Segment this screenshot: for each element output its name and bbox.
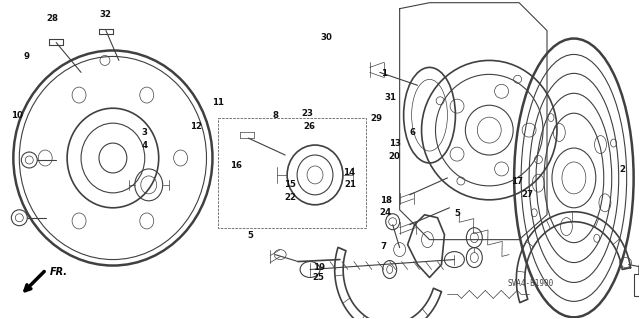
Text: 9: 9 [24,52,30,61]
Text: 31: 31 [384,93,396,102]
Text: 10: 10 [12,111,23,120]
Text: 21: 21 [344,181,356,189]
Text: 13: 13 [388,139,401,148]
Bar [634,274,640,296]
Text: 17: 17 [511,177,524,186]
Text: 11: 11 [212,98,224,107]
Text: 23: 23 [301,109,313,118]
Text: 29: 29 [370,114,382,123]
Text: 27: 27 [521,190,533,199]
Text: 22: 22 [284,193,296,202]
Text: 6: 6 [410,128,415,137]
Text: 5: 5 [454,209,460,218]
Text: 26: 26 [303,122,315,131]
Text: 12: 12 [189,122,202,131]
Text: 32: 32 [99,11,111,19]
Text: 18: 18 [380,196,392,205]
Text: 24: 24 [380,208,392,217]
Text: 5: 5 [247,231,253,240]
Text: 7: 7 [381,242,387,251]
Text: 16: 16 [230,161,242,170]
Text: 15: 15 [284,181,296,189]
Text: 19: 19 [313,263,324,272]
Text: 28: 28 [46,14,58,23]
Bar [218,118,366,228]
Text: 4: 4 [141,141,148,150]
Text: FR.: FR. [50,268,68,278]
Text: 20: 20 [388,152,401,161]
Text: 14: 14 [342,168,355,177]
Text: 2: 2 [620,165,626,174]
Text: 30: 30 [321,33,332,42]
Text: 25: 25 [313,273,324,282]
Text: 3: 3 [142,128,148,137]
Text: 8: 8 [273,111,278,120]
Text: SVA4-B1900: SVA4-B1900 [507,279,554,288]
Text: 1: 1 [381,69,387,78]
